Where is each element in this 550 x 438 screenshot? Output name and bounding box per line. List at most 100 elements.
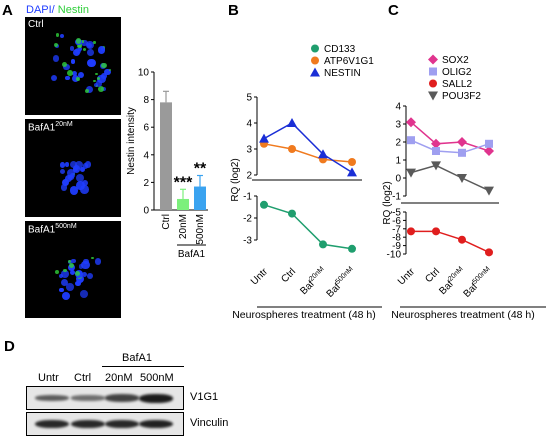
nucleus-blob (76, 274, 85, 284)
bar-x-tick-label: 20nM (178, 214, 189, 239)
nucleus-blob (64, 175, 72, 183)
y-tick-label: 5 (246, 93, 252, 104)
y-tick-label: 3 (395, 120, 401, 131)
bar-group-label: BafA1 (178, 249, 206, 260)
nucleus-blob (58, 273, 64, 279)
blot-group-line (102, 366, 184, 367)
nucleus-blob (87, 272, 93, 279)
nucleus-blob (87, 58, 96, 68)
data-point (259, 133, 269, 143)
blot-band (71, 395, 105, 401)
y-tick-label: 3 (246, 145, 252, 156)
bar-y-tick-label: 4 (143, 150, 149, 161)
nucleus-blob (76, 174, 85, 183)
data-point (288, 145, 296, 153)
nucleus-blob (82, 258, 89, 265)
nucleus-blob (61, 270, 69, 279)
data-point (319, 240, 327, 249)
legend-SOX2: SOX2 (442, 55, 469, 66)
bar-y-tick-label: 0 (143, 206, 149, 217)
nucleus-blob (87, 42, 93, 48)
bar-x-tick-label: 500nM (195, 214, 206, 245)
data-point (347, 167, 357, 177)
nestin-blob (63, 268, 68, 273)
blot-vinculin (26, 412, 184, 436)
series-line-NESTIN (263, 122, 353, 174)
bar-y-tick-label: 8 (143, 95, 149, 106)
nucleus-blob (61, 184, 68, 191)
blot-lane-label-untr: Untr (38, 372, 59, 384)
blot-band (139, 393, 173, 403)
nucleus-blob (70, 46, 75, 51)
nucleus-blob (65, 75, 71, 81)
nucleus-blob (81, 260, 91, 270)
nucleus-blob (100, 73, 107, 79)
stain-legend: DAPI/ Nestin (26, 4, 89, 16)
blot-lane-label-20nm: 20nM (105, 372, 133, 384)
nestin-blob (93, 79, 96, 83)
data-point (485, 248, 493, 257)
x-tick-label: Untr (249, 266, 271, 288)
blot-band (105, 419, 139, 429)
data-point (311, 56, 319, 65)
y-tick-label: -1 (243, 192, 252, 203)
nucleus-blob (72, 71, 78, 77)
nucleus-blob (59, 161, 66, 168)
series-line-POU3F2 (410, 164, 490, 192)
nestin-blob (81, 40, 84, 43)
legend-OLIG2: OLIG2 (442, 67, 472, 78)
y-axis-label: RQ (log2) (382, 181, 393, 224)
y-tick-label: 4 (246, 119, 252, 130)
nucleus-blob (78, 264, 83, 269)
data-point (260, 200, 268, 209)
nestin-blob (55, 33, 60, 38)
y-tick-label: -2 (243, 214, 252, 225)
data-point (432, 147, 440, 155)
data-point (431, 161, 441, 171)
series-line-SOX2 (410, 121, 490, 152)
nestin-blob (69, 263, 75, 269)
nestin-blob (85, 89, 90, 94)
panel-c-line-chart: SOX2OLIG2SALL2POU3F2-101234-5-6-7-8-9-10… (382, 54, 546, 321)
x-tick-label: Untr (396, 266, 418, 288)
x-tick-label: Ctrl (423, 266, 442, 285)
nucleus-blob (97, 74, 106, 84)
panel-d-letter: D (4, 338, 15, 355)
nestin-blob (82, 47, 86, 51)
nucleus-blob (72, 167, 78, 173)
nucleus-blob (82, 271, 88, 277)
data-point (310, 67, 320, 77)
panel-c-letter: C (388, 2, 399, 19)
data-point (458, 235, 466, 244)
x-tick-label: Baf500nM (461, 266, 495, 300)
nestin-blob (91, 256, 94, 260)
data-point (348, 244, 356, 253)
x-axis-title: Neurospheres treatment (48 h) (391, 309, 535, 321)
data-point (318, 149, 328, 159)
legend-CD133: CD133 (324, 44, 356, 55)
nestin-blob (61, 62, 68, 68)
nucleus-blob (81, 39, 88, 47)
blot-band (105, 394, 139, 402)
y-tick-label: 2 (246, 171, 252, 182)
y-tick-label: -1 (392, 192, 401, 203)
nucleus-blob (52, 55, 60, 62)
nucleus-blob (82, 180, 89, 186)
blot-label-v1g1: V1G1 (190, 391, 219, 403)
data-point (287, 118, 297, 127)
nestin-blob (108, 69, 112, 72)
nucleus-blob (74, 48, 81, 55)
y-tick-label: -3 (243, 236, 252, 247)
nestin-blob (101, 62, 107, 69)
y-tick-label: -9 (392, 241, 401, 252)
bar-significance: *** (174, 174, 193, 191)
nucleus-blob (80, 290, 89, 299)
nestin-blob (93, 41, 96, 44)
nestin-blob (75, 77, 80, 81)
nestin-blob (75, 38, 81, 44)
legend-ATP6V1G1: ATP6V1G1 (324, 56, 374, 67)
nestin-blob (77, 43, 82, 48)
nucleus-blob (69, 160, 77, 168)
series-line-CD133 (263, 204, 353, 250)
